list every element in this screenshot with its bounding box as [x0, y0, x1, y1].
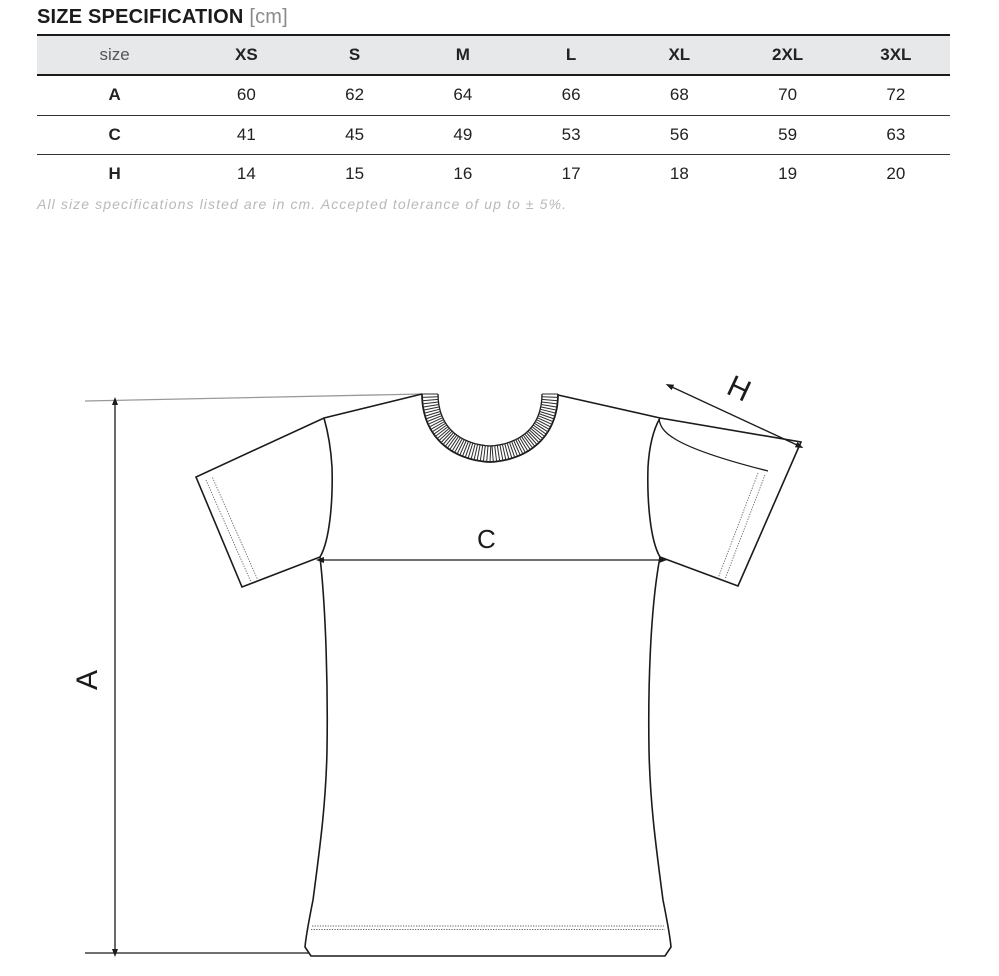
svg-text:H: H [722, 369, 756, 408]
svg-text:A: A [71, 670, 104, 690]
svg-text:C: C [477, 524, 496, 554]
